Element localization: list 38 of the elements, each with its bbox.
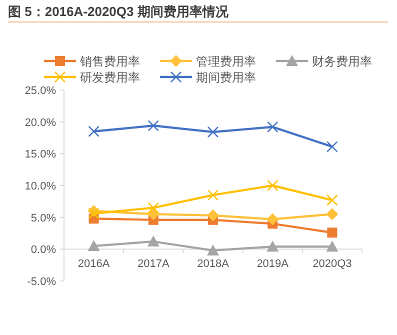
point (148, 120, 160, 132)
x-tick-label: 2017A (137, 258, 170, 270)
legend-label: 财务费用率 (312, 54, 372, 68)
legend-label: 销售费用率 (79, 54, 140, 68)
point (88, 208, 100, 220)
chart-title: 图 5：2016A-2020Q3 期间费用率情况 (8, 4, 230, 19)
point (326, 208, 338, 220)
y-tick-label: 25.0% (24, 85, 56, 97)
point (207, 244, 219, 256)
y-tick-label: 15.0% (24, 148, 56, 161)
point (266, 180, 278, 192)
point (266, 121, 278, 133)
point (207, 126, 219, 138)
x-tick-label: 2018A (197, 258, 230, 270)
x-tick-label: 2016A (78, 258, 110, 270)
point (88, 126, 100, 138)
point (147, 236, 160, 247)
y-tick-label: 10.0% (24, 180, 56, 192)
x-tick-label: 2019A (256, 258, 290, 270)
x-tick-label: 2020Q3 (312, 258, 352, 270)
point (147, 208, 160, 220)
point (88, 240, 100, 251)
point (327, 228, 338, 238)
point (207, 189, 219, 201)
point (326, 194, 338, 206)
y-tick-label: 5.0% (30, 212, 56, 224)
legend-label: 研发费用率 (80, 70, 140, 84)
legend-label: 期间费用率 (196, 70, 256, 84)
point (148, 202, 160, 214)
point (326, 240, 338, 252)
point (266, 240, 279, 252)
legend-label: 管理费用率 (196, 54, 256, 68)
point (266, 213, 279, 226)
y-tick-label: 20.0% (24, 116, 56, 129)
point (326, 141, 338, 152)
y-tick-label: -5.0% (27, 276, 56, 288)
point (207, 209, 219, 222)
y-tick-label: 0.0% (30, 244, 56, 256)
